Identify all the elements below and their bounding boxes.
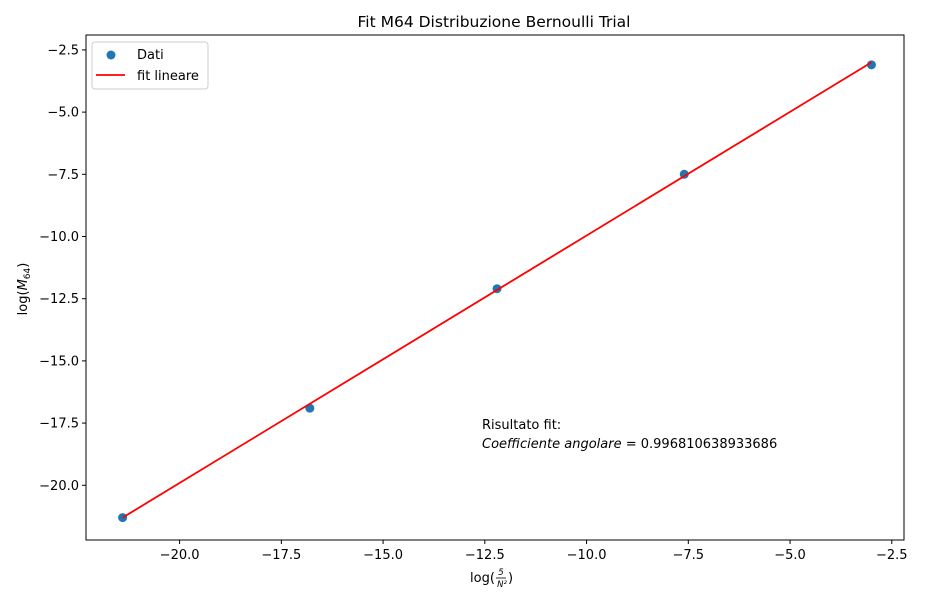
svg-text:): ): [508, 571, 513, 586]
x-axis-label: log( 5 N² ): [470, 568, 513, 590]
svg-text:5: 5: [498, 568, 503, 578]
fit-line: [122, 61, 872, 519]
y-tick-label: −15.0: [39, 354, 79, 369]
x-tick-label: −20.0: [160, 548, 200, 563]
x-axis: −20.0 −17.5 −15.0 −12.5 −10.0 −7.5 −5.0 −2.5: [160, 540, 908, 563]
svg-text:log(: log(: [470, 571, 495, 586]
annotation-line1: Risultato fit:: [482, 418, 561, 433]
legend: Dati fit lineare: [91, 41, 209, 90]
y-tick-label: −10.0: [39, 230, 79, 245]
svg-text:N²: N²: [497, 580, 507, 590]
y-tick-label: −5.0: [47, 106, 79, 121]
x-tick-label: −10.0: [567, 548, 607, 563]
x-tick-label: −7.5: [673, 548, 705, 563]
legend-label-fit: fit lineare: [137, 69, 199, 84]
y-tick-label: −2.5: [47, 43, 79, 58]
x-tick-label: −5.0: [774, 548, 806, 563]
x-tick-label: −12.5: [465, 548, 505, 563]
legend-box: [91, 41, 209, 90]
y-tick-label: −12.5: [39, 292, 79, 307]
data-point: [866, 60, 876, 70]
y-tick-label: −20.0: [39, 479, 79, 494]
series-layer: [118, 60, 876, 523]
chart-title: Fit M64 Distribuzione Bernoulli Trial: [358, 13, 631, 31]
y-tick-label: −17.5: [39, 417, 79, 432]
x-tick-label: −2.5: [876, 548, 908, 563]
x-tick-label: −17.5: [261, 548, 301, 563]
x-tick-label: −15.0: [363, 548, 403, 563]
legend-label-dati: Dati: [137, 48, 164, 63]
annotation-line2: Coefficiente angolare = 0.99681063893368…: [482, 437, 777, 452]
legend-marker-dati: [106, 50, 116, 60]
fit-annotation: Risultato fit: Coefficiente angolare = 0…: [482, 418, 777, 452]
y-axis: −2.5 −5.0 −7.5 −10.0 −12.5 −15.0 −17.5 −20.0: [39, 43, 86, 494]
y-tick-label: −7.5: [47, 168, 79, 183]
